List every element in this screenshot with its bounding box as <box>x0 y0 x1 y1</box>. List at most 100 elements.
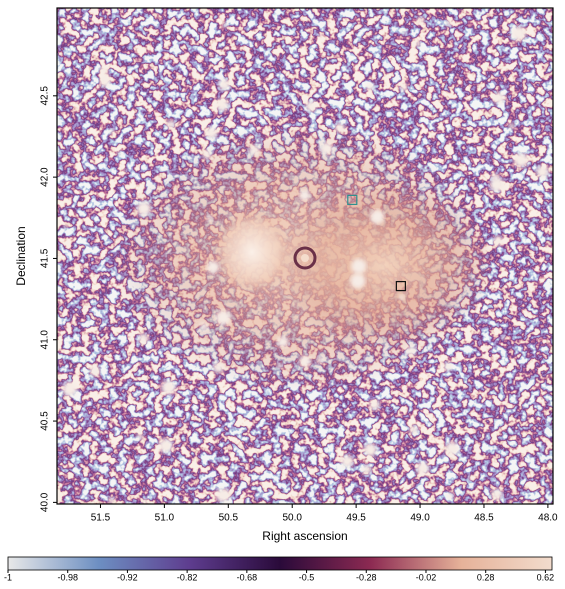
star <box>123 168 128 173</box>
star <box>215 309 231 326</box>
star <box>443 361 453 372</box>
star <box>158 438 173 454</box>
star <box>351 258 367 274</box>
galaxy-spiral <box>293 246 317 270</box>
y-axis-label: Declination <box>14 226 28 285</box>
star <box>416 16 425 25</box>
star <box>298 189 311 202</box>
y-tick-label: 40.5 <box>40 411 51 431</box>
star <box>445 19 453 27</box>
star <box>108 496 116 504</box>
star <box>215 98 229 112</box>
star <box>492 235 504 247</box>
star <box>141 498 149 504</box>
colorbar-tick-label: -1 <box>4 572 12 582</box>
y-tick-label: 42.0 <box>40 167 51 187</box>
star <box>491 173 500 182</box>
star <box>116 150 122 156</box>
y-tick-label: 40.0 <box>40 492 51 512</box>
star <box>511 25 527 42</box>
x-axis-label: Right ascension <box>262 529 347 543</box>
star <box>276 363 283 369</box>
star <box>401 29 407 35</box>
star <box>299 355 312 368</box>
star <box>60 31 65 36</box>
star <box>369 399 381 411</box>
x-tick-label: 48.5 <box>474 513 494 524</box>
star <box>136 201 152 217</box>
y-tick-label: 41.5 <box>40 248 51 268</box>
star <box>319 141 334 156</box>
x-tick-label: 50.0 <box>282 513 302 524</box>
star <box>369 209 385 225</box>
star <box>161 380 176 395</box>
colorbar-tick-label: -0.92 <box>117 572 138 582</box>
star <box>501 335 506 340</box>
star <box>317 33 324 40</box>
colorbar <box>7 556 553 571</box>
star <box>212 361 224 374</box>
galaxy-halo <box>275 185 495 345</box>
star <box>363 442 378 457</box>
star <box>415 461 430 476</box>
star <box>334 122 346 133</box>
star <box>202 149 213 160</box>
colorbar-tick-label: -0.02 <box>416 572 437 582</box>
image <box>57 8 553 504</box>
colorbar-tick-label: -0.68 <box>237 572 258 582</box>
star <box>166 119 176 130</box>
star <box>62 381 78 397</box>
x-tick-label: 49.5 <box>346 513 366 524</box>
star <box>305 100 317 112</box>
star <box>489 177 505 193</box>
star <box>493 91 506 105</box>
x-tick-label: 50.5 <box>219 513 239 524</box>
star <box>340 454 354 469</box>
frame <box>56 7 554 505</box>
colorbar-tick-label: -0.82 <box>177 572 198 582</box>
colorbar-tick-label: -0.28 <box>356 572 377 582</box>
x-tick-label: 48.0 <box>538 513 558 524</box>
star <box>248 144 260 156</box>
y-tick-label: 42.5 <box>40 86 51 106</box>
star <box>361 464 372 475</box>
x-tick-label: 51.5 <box>91 513 111 524</box>
star <box>468 475 474 481</box>
star <box>99 65 109 75</box>
colorbar-tick-label: -0.98 <box>57 572 78 582</box>
star <box>206 260 220 274</box>
star <box>63 223 68 229</box>
star <box>137 333 149 345</box>
star <box>277 336 289 348</box>
galaxy-nucleus <box>301 254 309 262</box>
star <box>136 433 144 441</box>
colorbar-tick-label: -0.5 <box>299 572 315 582</box>
star <box>215 487 231 503</box>
star <box>204 126 218 140</box>
star <box>409 425 419 435</box>
star <box>513 152 529 168</box>
star <box>365 82 375 92</box>
colorbar-tick-label: 0.28 <box>477 572 495 582</box>
star <box>399 83 408 92</box>
y-tick-label: 41.0 <box>40 330 51 350</box>
star <box>316 356 325 364</box>
colorbar-tick-label: 0.62 <box>537 572 555 582</box>
star <box>206 215 213 222</box>
star <box>200 322 209 331</box>
star <box>89 365 101 377</box>
star <box>446 492 454 500</box>
x-tick-label: 51.0 <box>155 513 175 524</box>
marker <box>395 280 406 292</box>
star <box>222 22 229 28</box>
x-tick-label: 49.0 <box>410 513 430 524</box>
galaxy-core <box>214 210 290 294</box>
star <box>405 345 416 357</box>
star <box>108 128 115 135</box>
star <box>218 78 231 91</box>
star <box>491 488 503 501</box>
star <box>414 40 422 48</box>
star <box>536 165 550 179</box>
star <box>100 76 111 88</box>
